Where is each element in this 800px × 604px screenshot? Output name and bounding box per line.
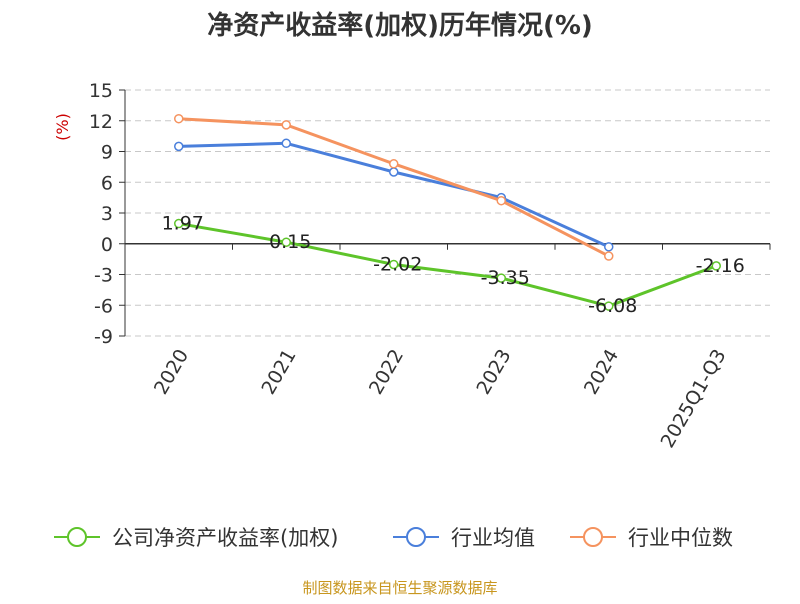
data-point[interactable]	[604, 242, 614, 252]
data-label: -2.02	[373, 253, 422, 275]
data-point[interactable]	[389, 167, 399, 177]
legend[interactable]: 公司净资产收益率(加权) 行业均值 行业中位数	[54, 526, 733, 550]
data-label: -6.08	[588, 295, 637, 317]
data-point[interactable]	[174, 141, 184, 152]
legend-item-1[interactable]: 行业均值	[393, 526, 535, 550]
data-point[interactable]	[281, 138, 291, 149]
data-point[interactable]	[174, 218, 184, 229]
x-tick-label: 2022	[365, 346, 408, 399]
legend-item-2[interactable]: 行业中位数	[570, 526, 733, 550]
legend-marker	[583, 527, 603, 547]
y-tick-label: 0	[101, 234, 113, 256]
y-tick-label: 6	[101, 172, 113, 194]
data-label: -3.35	[481, 267, 530, 289]
data-label: -2.16	[696, 255, 745, 277]
y-tick-label: -6	[94, 295, 113, 317]
y-tick-label: -9	[94, 326, 113, 348]
series-lines	[174, 113, 721, 311]
data-point[interactable]	[389, 259, 399, 270]
legend-marker	[67, 527, 87, 547]
y-axis-label: (%)	[53, 113, 72, 141]
x-tick-label: 2020	[150, 346, 193, 399]
legend-label: 行业均值	[451, 526, 535, 550]
grid-lines	[125, 89, 770, 337]
data-point[interactable]	[281, 237, 291, 247]
data-point[interactable]	[174, 113, 184, 124]
source-note: 制图数据来自恒生聚源数据库	[302, 579, 497, 597]
y-tick-label: -3	[94, 265, 113, 287]
data-point[interactable]	[604, 301, 614, 311]
data-point[interactable]	[389, 159, 399, 169]
legend-label: 行业中位数	[628, 526, 733, 550]
x-tick-label: 2021	[257, 346, 300, 399]
legend-label: 公司净资产收益率(加权)	[112, 526, 338, 550]
legend-marker	[406, 527, 426, 547]
y-tick-label: 12	[89, 111, 113, 133]
data-labels: 1.97 0.15 -2.02 -3.35 -6.08 -2.16	[162, 213, 745, 318]
y-tick-label: 3	[101, 203, 113, 225]
chart-title: 净资产收益率(加权)历年情况(%)	[207, 10, 593, 41]
series-line-0	[178, 222, 717, 308]
y-tick-label: 15	[89, 80, 113, 102]
data-label: 0.15	[269, 231, 311, 253]
x-tick-label: 2024	[580, 346, 623, 399]
x-tick-label: 2025Q1-Q3	[657, 346, 731, 452]
data-label: 1.97	[162, 213, 204, 235]
data-point[interactable]	[604, 251, 614, 261]
data-point[interactable]	[711, 261, 721, 271]
legend-item-0[interactable]: 公司净资产收益率(加权)	[54, 526, 338, 550]
y-tick-label: 9	[101, 142, 113, 164]
data-point[interactable]	[496, 273, 506, 283]
data-point[interactable]	[281, 120, 291, 130]
x-tick-label: 2023	[472, 346, 515, 399]
data-point[interactable]	[496, 195, 506, 206]
axes: 15 12 9 6 3 0 -3 -6 -9 2020 2021 2022 2023 2024 2025Q1…	[89, 80, 771, 452]
series-line-1	[178, 141, 610, 249]
